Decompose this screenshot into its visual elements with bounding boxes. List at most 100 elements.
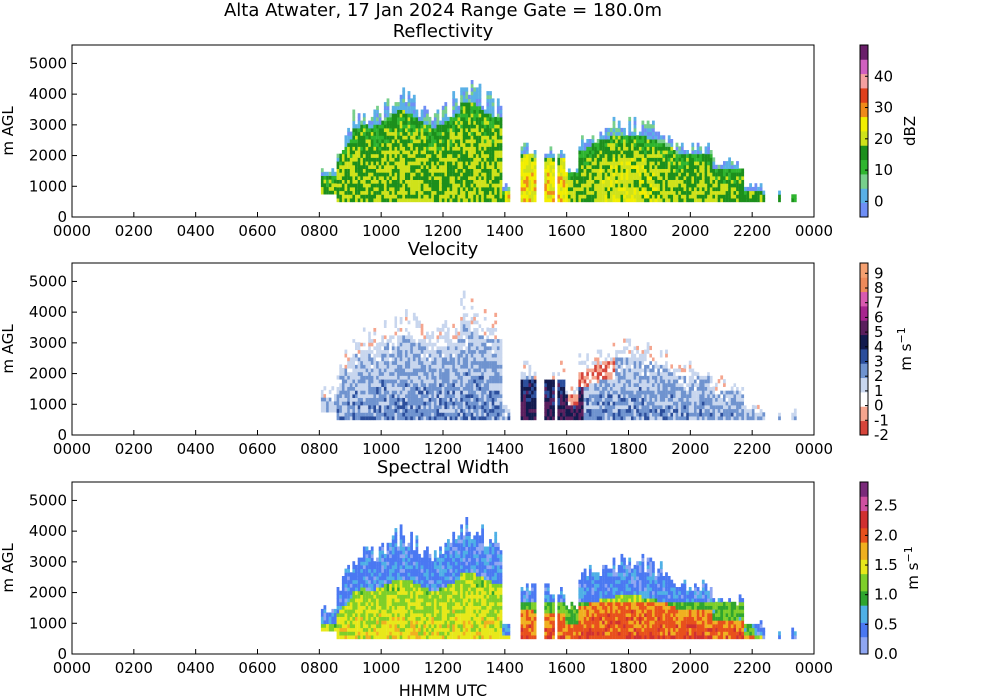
data-cell (441, 375, 445, 380)
colorbar-swatch (860, 113, 868, 118)
x-tick-label: 0800 (300, 222, 338, 240)
data-cell (617, 161, 621, 166)
data-cell (736, 186, 739, 192)
data-cell (460, 124, 463, 129)
data-cell (475, 312, 479, 317)
data-cell (491, 113, 495, 118)
data-cell (397, 404, 400, 410)
data-cell (431, 131, 435, 136)
data-cell (410, 416, 413, 421)
data-cell (604, 175, 608, 180)
data-cell (473, 146, 477, 151)
data-cell (712, 190, 716, 195)
data-cell (365, 375, 369, 380)
data-cell (570, 186, 574, 192)
data-cell (544, 157, 548, 162)
data-cell (746, 198, 750, 203)
data-cell (418, 153, 421, 158)
data-cell (489, 113, 492, 118)
data-cell (357, 360, 361, 365)
data-cell (612, 139, 616, 144)
data-cell (368, 164, 371, 169)
data-cell (494, 349, 498, 354)
data-cell (486, 349, 490, 354)
data-cell (599, 186, 603, 192)
data-cell (410, 146, 413, 151)
data-cell (468, 127, 471, 133)
data-cell (460, 172, 463, 177)
data-cell (546, 175, 550, 180)
data-cell (418, 331, 421, 336)
data-cell (468, 194, 471, 199)
data-cell (470, 298, 474, 303)
data-cell (657, 194, 661, 199)
data-cell (391, 194, 395, 199)
data-cell (402, 102, 406, 107)
data-cell (604, 179, 608, 184)
data-cell (441, 382, 445, 387)
data-cell (431, 345, 435, 351)
data-cell (402, 113, 406, 118)
data-cell (465, 179, 469, 184)
data-cell (481, 186, 484, 192)
data-cell (320, 397, 324, 402)
data-cell (470, 404, 474, 410)
data-cell (376, 124, 379, 129)
data-cell (360, 186, 364, 192)
data-cell (407, 131, 411, 136)
data-cell (528, 401, 532, 406)
data-cell (439, 349, 442, 354)
data-cell (415, 157, 419, 162)
data-cell (355, 131, 358, 136)
data-cell (473, 316, 477, 321)
data-cell (523, 161, 526, 166)
data-cell (447, 172, 450, 177)
data-cell (386, 127, 390, 133)
data-cell (475, 320, 479, 325)
data-cell (405, 412, 408, 417)
data-cell (489, 323, 492, 328)
data-cell (533, 371, 537, 376)
data-cell (546, 198, 550, 203)
data-cell (567, 390, 571, 395)
data-cell (391, 131, 395, 136)
data-cell (420, 172, 424, 177)
data-cell (334, 179, 337, 184)
data-cell (560, 416, 563, 421)
data-cell (496, 179, 500, 184)
data-cell (473, 109, 477, 114)
data-cell (499, 150, 503, 155)
data-cell (439, 124, 442, 129)
data-cell (662, 186, 666, 192)
data-cell (320, 408, 324, 413)
data-cell (578, 368, 582, 373)
data-cell (407, 353, 411, 358)
data-cell (344, 150, 348, 155)
data-cell (502, 194, 505, 199)
data-cell (465, 382, 469, 387)
data-cell (415, 186, 419, 192)
data-cell (341, 375, 345, 380)
data-cell (357, 150, 361, 155)
data-cell (496, 360, 500, 365)
data-cell (481, 342, 484, 347)
data-cell (355, 150, 358, 155)
data-cell (331, 408, 335, 413)
data-cell (381, 127, 385, 133)
data-cell (646, 139, 650, 144)
data-cell (557, 382, 561, 387)
data-cell (320, 168, 324, 173)
data-cell (376, 412, 379, 417)
data-cell (462, 113, 466, 118)
data-cell (470, 360, 474, 365)
data-cell (323, 186, 327, 191)
data-cell (557, 404, 561, 410)
data-cell (544, 168, 548, 173)
data-cell (628, 124, 632, 129)
data-cell (378, 179, 382, 184)
data-cell (433, 120, 437, 125)
data-cell (546, 382, 550, 387)
data-cell (460, 105, 463, 110)
data-cell (678, 157, 682, 162)
data-cell (617, 186, 621, 192)
